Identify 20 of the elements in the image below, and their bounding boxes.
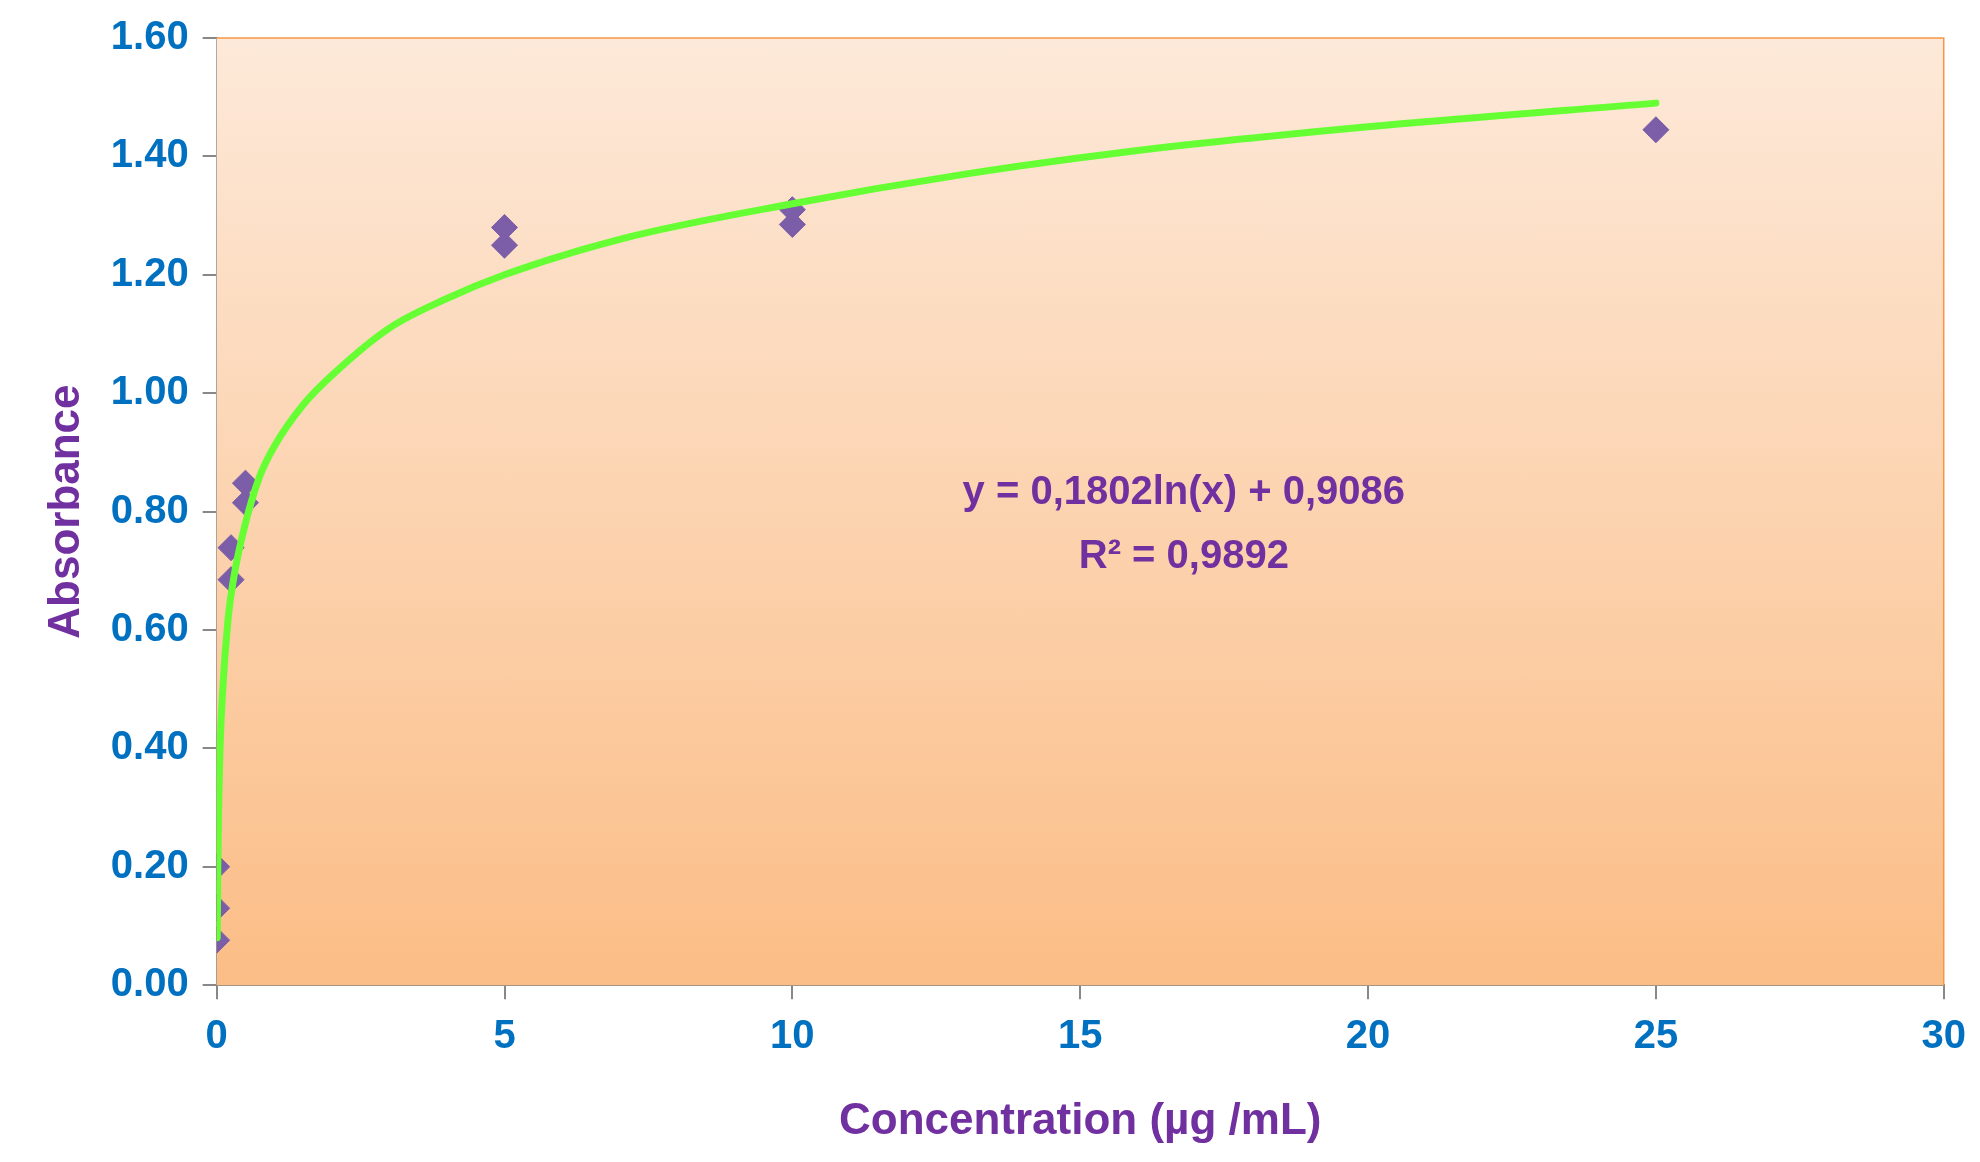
annotation: R² = 0,9892 <box>1078 531 1289 576</box>
x-tick-label: 30 <box>1921 1012 1966 1057</box>
x-tick-label: 5 <box>493 1012 516 1057</box>
y-tick-label: 1.40 <box>110 131 189 176</box>
y-tick-label: 0.80 <box>110 486 189 531</box>
x-tick-label: 20 <box>1345 1012 1391 1057</box>
x-tick-label: 0 <box>205 1012 228 1057</box>
y-tick-label: 0.40 <box>110 723 189 768</box>
y-tick-label: 0.60 <box>110 605 189 650</box>
x-axis-title: Concentration (µg /mL) <box>838 1093 1322 1143</box>
annotation: y = 0,1802ln(x) + 0,9086 <box>962 467 1406 512</box>
y-axis-title: Absorbance <box>38 384 88 639</box>
y-tick-label: 0.00 <box>110 960 189 1005</box>
y-tick-label: 1.20 <box>110 249 189 294</box>
y-tick-label: 0.20 <box>110 841 189 886</box>
x-tick-label: 15 <box>1057 1012 1103 1057</box>
y-tick-label: 1.00 <box>110 368 189 413</box>
x-tick-label: 25 <box>1633 1012 1679 1057</box>
y-tick-label: 1.60 <box>110 13 189 58</box>
x-tick-label: 10 <box>770 1012 815 1057</box>
